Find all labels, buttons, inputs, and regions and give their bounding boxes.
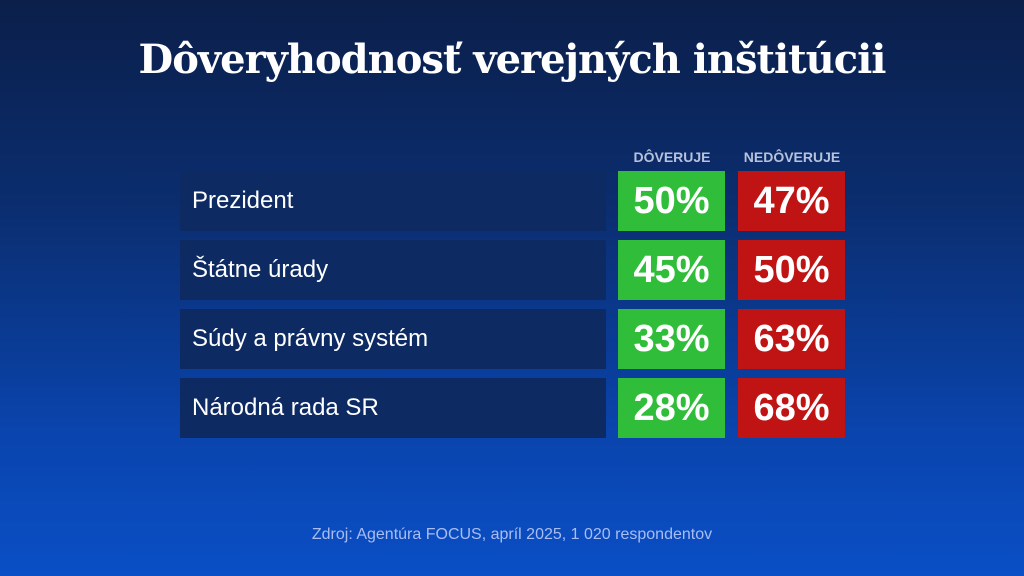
trust-value: 28% — [618, 378, 725, 438]
page-title: Dôveryhodnosť verejných inštitúcii — [138, 36, 887, 83]
trust-value: 50% — [618, 171, 725, 231]
distrust-value: 63% — [738, 309, 845, 369]
institution-label: Národná rada SR — [180, 378, 606, 438]
distrust-value: 68% — [738, 378, 845, 438]
institution-label: Prezident — [180, 171, 606, 231]
distrust-value: 50% — [738, 240, 845, 300]
column-header-distrust: NEDÔVERUJE — [743, 149, 841, 165]
institution-label: Štátne úrady — [180, 240, 606, 300]
distrust-value: 47% — [738, 171, 845, 231]
trust-value: 33% — [618, 309, 725, 369]
source-note: Zdroj: Agentúra FOCUS, apríl 2025, 1 020… — [311, 526, 713, 543]
institution-label: Súdy a právny systém — [180, 309, 606, 369]
column-header-trust: DÔVERUJE — [633, 149, 711, 165]
trust-value: 45% — [618, 240, 725, 300]
